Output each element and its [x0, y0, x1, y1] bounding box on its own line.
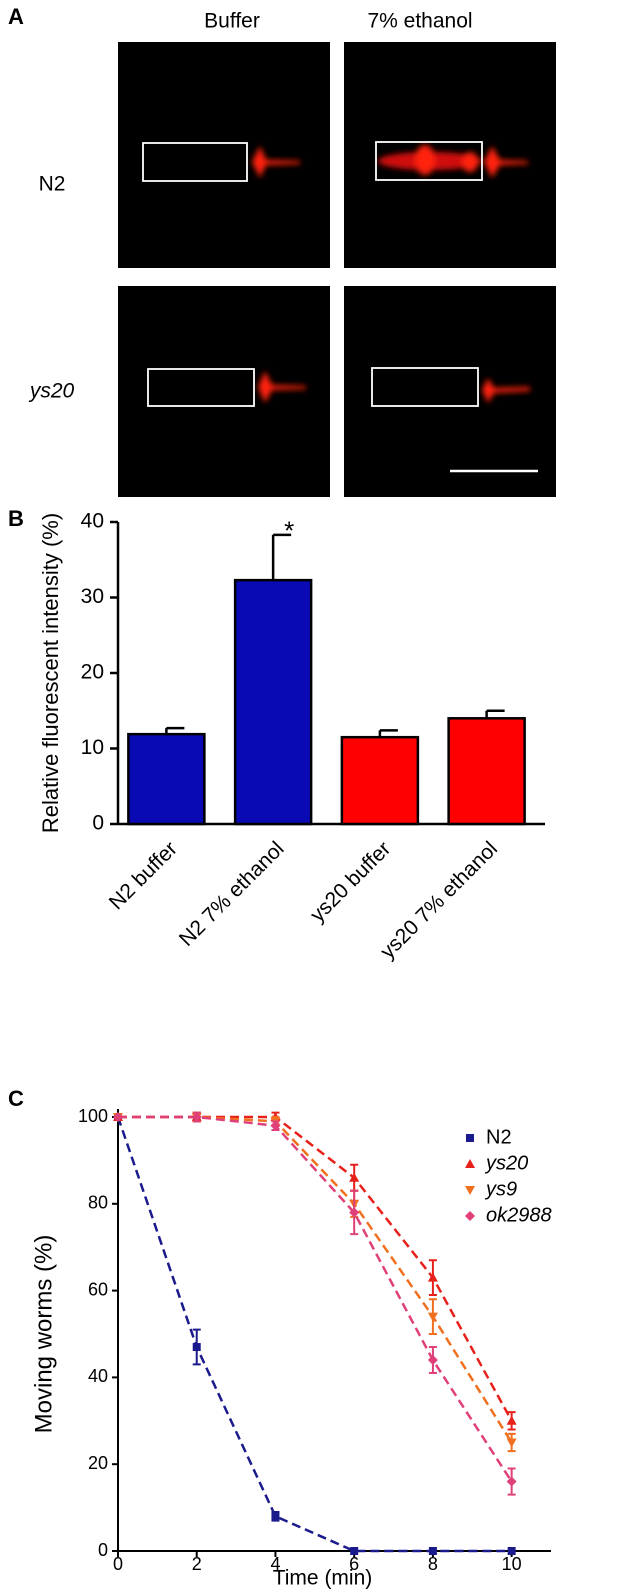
y-tick-label: 60: [88, 1279, 108, 1299]
x-tick-label: 8: [428, 1554, 438, 1574]
y-tick-label: 0: [98, 1540, 108, 1560]
series-line: [118, 1115, 513, 1444]
bar: [340, 735, 420, 826]
column-header: 7% ethanol: [367, 10, 472, 33]
bar: [127, 732, 206, 826]
row-label: N2: [39, 173, 66, 196]
marker: [428, 1547, 437, 1555]
legend-label: ys9: [484, 1178, 517, 1200]
x-tick-label: 4: [270, 1554, 280, 1574]
micrographs: [118, 42, 556, 497]
marker: [507, 1547, 516, 1555]
marker: [350, 1547, 359, 1555]
panel-label: A: [8, 4, 24, 29]
marker: [506, 1415, 517, 1425]
legend-marker: [465, 1186, 475, 1195]
legend-marker: [465, 1159, 475, 1168]
marker: [349, 1172, 360, 1182]
y-tick-label: 20: [81, 661, 104, 684]
marker: [427, 1312, 438, 1322]
marker: [271, 1512, 280, 1521]
marker: [349, 1207, 360, 1218]
marker: [192, 1343, 201, 1352]
y-tick-label: 80: [88, 1193, 108, 1213]
x-tick-label: 2: [192, 1554, 202, 1574]
marker: [113, 1112, 123, 1122]
marker: [427, 1272, 438, 1282]
row-label: ys20: [28, 380, 75, 403]
legend-marker: [465, 1211, 475, 1221]
series-line: [116, 1116, 512, 1553]
marker: [191, 1112, 202, 1122]
marker: [506, 1476, 517, 1487]
y-tick-label: 100: [78, 1106, 108, 1126]
x-tick-label: ys20 buffer: [306, 837, 395, 926]
y-axis-label: Relative fluorescent intensity (%): [38, 513, 63, 833]
legend-label: ok2988: [486, 1204, 552, 1226]
y-tick-label: 40: [81, 510, 104, 533]
legend-marker: [466, 1134, 474, 1142]
legend-label: N2: [486, 1126, 512, 1148]
y-tick-label: 0: [92, 812, 104, 835]
bar: [233, 578, 313, 826]
bar: [447, 717, 526, 826]
panel-label: C: [8, 1086, 24, 1111]
marker: [506, 1438, 517, 1448]
column-header: Buffer: [204, 10, 260, 33]
marker: [427, 1355, 438, 1366]
series-line: [118, 1115, 513, 1422]
y-tick-label: 40: [88, 1366, 108, 1386]
y-axis-label: Moving worms (%): [30, 1235, 57, 1434]
y-tick-label: 30: [81, 585, 104, 608]
y-tick-label: 10: [81, 736, 104, 759]
series-line: [118, 1115, 513, 1483]
x-tick-label: 10: [502, 1554, 522, 1574]
x-tick-label: 0: [113, 1554, 123, 1574]
panel-label: B: [8, 506, 24, 531]
x-tick-label: N2 7% ethanol: [175, 837, 289, 951]
annotation: *: [284, 516, 294, 546]
x-tick-label: 6: [349, 1554, 359, 1574]
x-axis-label: Time (min): [273, 1567, 373, 1590]
x-tick-label: N2 buffer: [105, 837, 182, 914]
y-tick-label: 20: [88, 1453, 108, 1473]
legend-label: ys20: [484, 1152, 528, 1174]
x-tick-label: ys20 7% ethanol: [376, 837, 502, 963]
marker: [270, 1120, 281, 1131]
